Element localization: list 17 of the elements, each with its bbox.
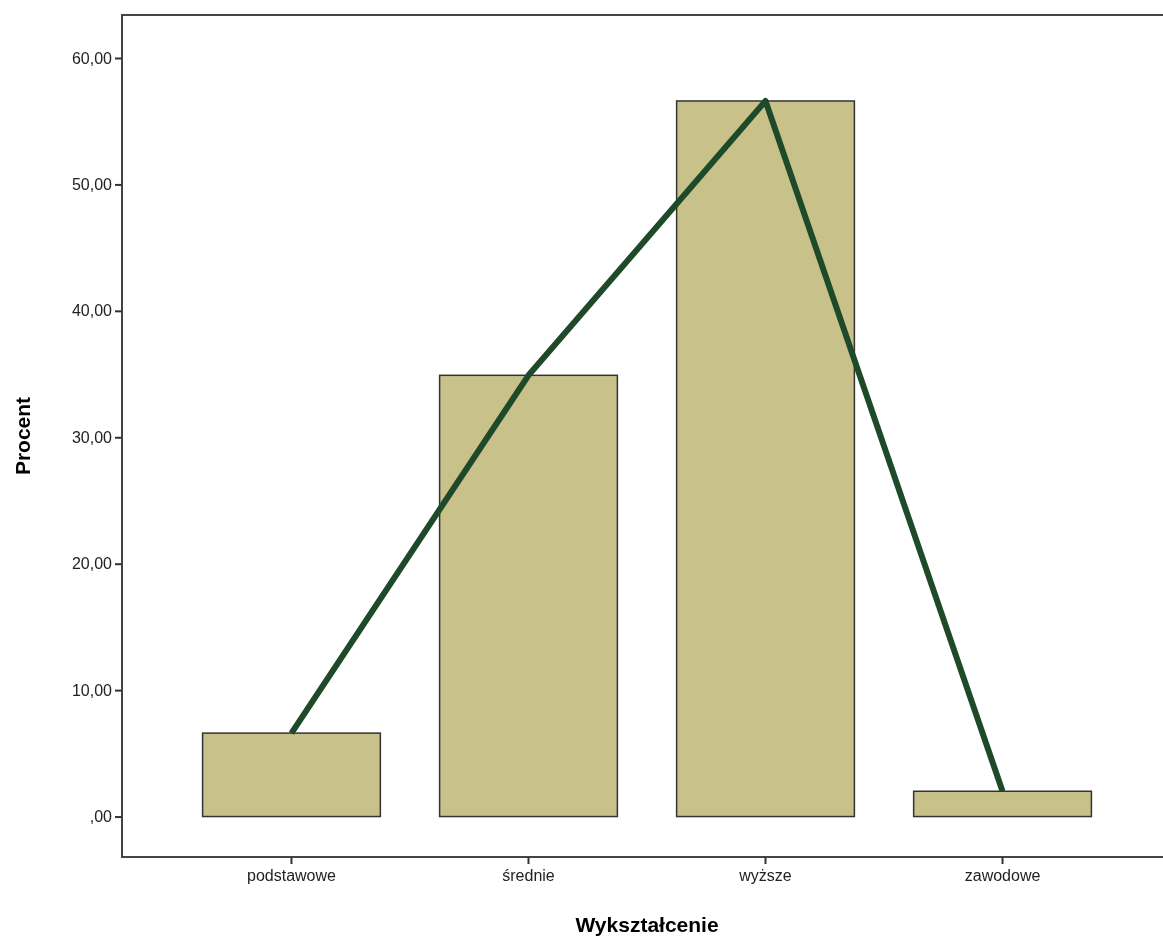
x-tick-label: średnie xyxy=(502,867,555,885)
y-tick-label: 50,00 xyxy=(71,176,113,194)
y-tick-label: 60,00 xyxy=(71,49,113,67)
bar xyxy=(675,100,856,818)
x-tick-label: podstawowe xyxy=(246,867,337,885)
bar xyxy=(201,732,382,818)
bar xyxy=(912,790,1093,818)
y-tick-label: 20,00 xyxy=(71,555,113,573)
x-axis-title: Wykształcenie xyxy=(575,913,719,936)
y-tick-label: 30,00 xyxy=(71,428,113,446)
x-tick-label: wyższe xyxy=(738,867,792,885)
x-tick-label: zawodowe xyxy=(964,867,1041,885)
y-tick-label: 40,00 xyxy=(71,302,113,320)
y-tick-label: ,00 xyxy=(89,808,113,826)
bar xyxy=(438,374,619,818)
y-tick-label: 10,00 xyxy=(71,681,113,699)
y-axis-title: Procent xyxy=(11,396,34,476)
